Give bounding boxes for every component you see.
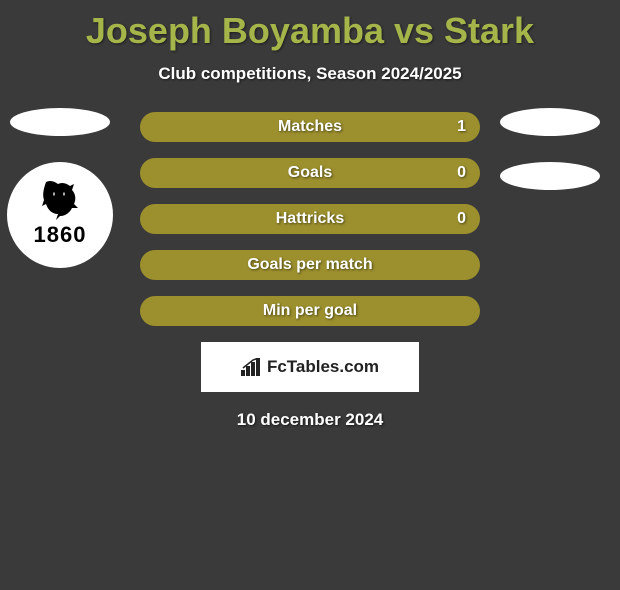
stats-container: Matches 1 Goals 0 Hattricks 0 Goals per … <box>140 112 480 326</box>
chart-icon <box>241 358 263 376</box>
stat-row-goals-per-match: Goals per match <box>140 250 480 280</box>
stat-row-hattricks: Hattricks 0 <box>140 204 480 234</box>
player-right-avatar <box>500 108 600 136</box>
player-left-column: 1860 <box>10 108 110 268</box>
page-title: Joseph Boyamba vs Stark <box>0 10 620 52</box>
stat-value: 0 <box>457 210 466 228</box>
stat-value: 0 <box>457 164 466 182</box>
date-text: 10 december 2024 <box>0 410 620 430</box>
player-left-avatar <box>10 108 110 136</box>
player-right-column <box>500 108 600 216</box>
stat-row-goals: Goals 0 <box>140 158 480 188</box>
brand-text: FcTables.com <box>267 357 379 377</box>
club-badge-left: 1860 <box>7 162 113 268</box>
stat-label: Goals <box>288 164 332 182</box>
stat-value: 1 <box>457 118 466 136</box>
stat-label: Matches <box>278 118 342 136</box>
club-year: 1860 <box>34 222 87 248</box>
subtitle: Club competitions, Season 2024/2025 <box>0 64 620 84</box>
stat-label: Min per goal <box>263 302 357 320</box>
brand-box: FcTables.com <box>201 342 419 392</box>
stat-row-matches: Matches 1 <box>140 112 480 142</box>
stat-row-min-per-goal: Min per goal <box>140 296 480 326</box>
stat-label: Hattricks <box>276 210 344 228</box>
stat-label: Goals per match <box>247 256 372 274</box>
comparison-content: 1860 Matches 1 Goals 0 Hattricks 0 Goals… <box>0 112 620 430</box>
club-right-placeholder <box>500 162 600 190</box>
lion-icon <box>36 176 84 224</box>
